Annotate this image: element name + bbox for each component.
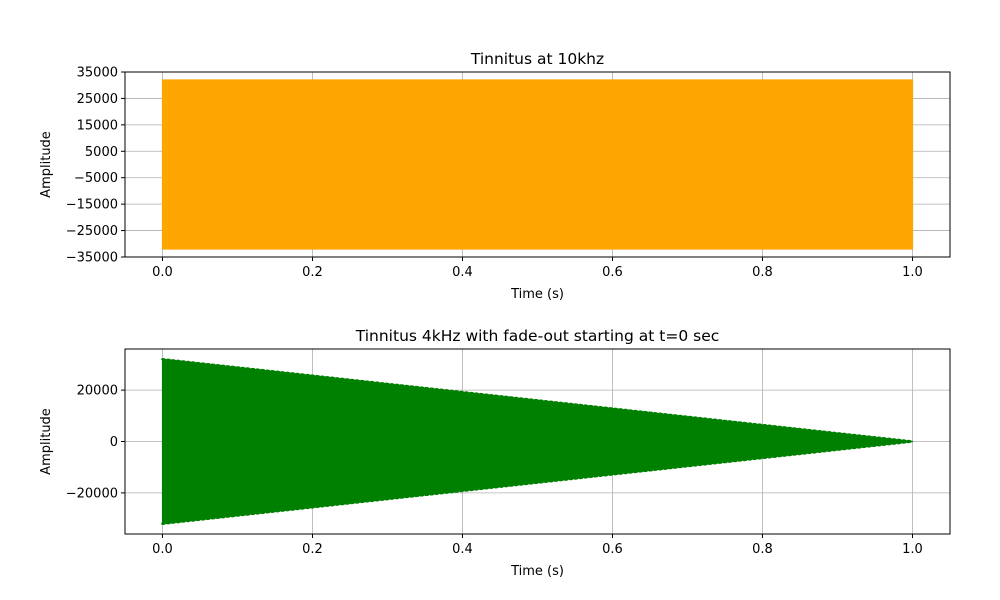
chart-bottom-x-tick-label-2: 0.4 bbox=[452, 542, 473, 557]
chart-top-series-0-waveform bbox=[161, 79, 914, 250]
chart-top-y-tick-label-5: −15000 bbox=[66, 198, 118, 213]
chart-top-x-tick-label-0: 0.0 bbox=[152, 265, 173, 280]
chart-top-x-axis-label: Time (s) bbox=[510, 287, 564, 302]
chart-top-y-axis-label: Amplitude bbox=[39, 131, 54, 198]
chart-bottom-y-tick-label-0: 20000 bbox=[77, 384, 118, 399]
chart-bottom-x-tick-label-5: 1.0 bbox=[902, 542, 923, 557]
chart-top-plot-frame bbox=[124, 71, 951, 258]
chart-bottom-title: Tinnitus 4kHz with fade-out starting at … bbox=[355, 327, 720, 345]
chart-top-x-tick-label-2: 0.4 bbox=[452, 265, 473, 280]
chart-top-y-tick-label-4: −5000 bbox=[74, 171, 118, 186]
chart-bottom-signal bbox=[161, 358, 914, 525]
chart-bottom-y-axis-label: Amplitude bbox=[39, 408, 54, 475]
chart-top-x-ticks: 0.0 0.2 0.4 0.6 0.8 1.0 bbox=[152, 257, 923, 280]
chart-bottom: 0.0 0.2 0.4 0.6 0.8 1.0 20000 0 −20000 Tinnitus… bbox=[39, 327, 951, 579]
chart-top-x-tick-label-1: 0.2 bbox=[302, 265, 323, 280]
chart-bottom-y-tick-label-2: −20000 bbox=[66, 486, 118, 501]
chart-top-y-tick-label-1: 25000 bbox=[77, 92, 118, 107]
chart-bottom-y-tick-label-1: 0 bbox=[110, 435, 118, 450]
chart-bottom-x-axis-label: Time (s) bbox=[510, 564, 564, 579]
chart-top-signal bbox=[161, 79, 914, 250]
chart-bottom-series-0-upper-peaks bbox=[161, 358, 914, 443]
chart-top-y-tick-label-7: −35000 bbox=[66, 251, 118, 266]
chart-top-x-tick-label-3: 0.6 bbox=[602, 265, 623, 280]
chart-bottom-series-0-lower-peaks bbox=[161, 440, 914, 525]
chart-top: 0.0 0.2 0.4 0.6 0.8 1.0 35000 25000 15000 5000 −5… bbox=[39, 50, 951, 302]
chart-top-title: Tinnitus at 10khz bbox=[470, 50, 604, 68]
chart-top-y-ticks: 35000 25000 15000 5000 −5000 −15000 −25000 −350… bbox=[66, 66, 125, 266]
chart-top-y-tick-label-0: 35000 bbox=[77, 66, 118, 81]
chart-top-y-tick-label-6: −25000 bbox=[66, 224, 118, 239]
chart-bottom-x-ticks: 0.0 0.2 0.4 0.6 0.8 1.0 bbox=[152, 534, 923, 557]
chart-top-y-tick-label-3: 5000 bbox=[85, 145, 118, 160]
chart-bottom-x-tick-label-1: 0.2 bbox=[302, 542, 323, 557]
chart-bottom-y-ticks: 20000 0 −20000 bbox=[66, 384, 125, 501]
chart-top-y-tick-label-2: 15000 bbox=[77, 118, 118, 133]
chart-bottom-x-tick-label-3: 0.6 bbox=[602, 542, 623, 557]
chart-bottom-x-tick-label-0: 0.0 bbox=[152, 542, 173, 557]
chart-top-x-tick-label-5: 1.0 bbox=[902, 265, 923, 280]
chart-bottom-x-tick-label-4: 0.8 bbox=[752, 542, 773, 557]
chart-top-x-tick-label-4: 0.8 bbox=[752, 265, 773, 280]
